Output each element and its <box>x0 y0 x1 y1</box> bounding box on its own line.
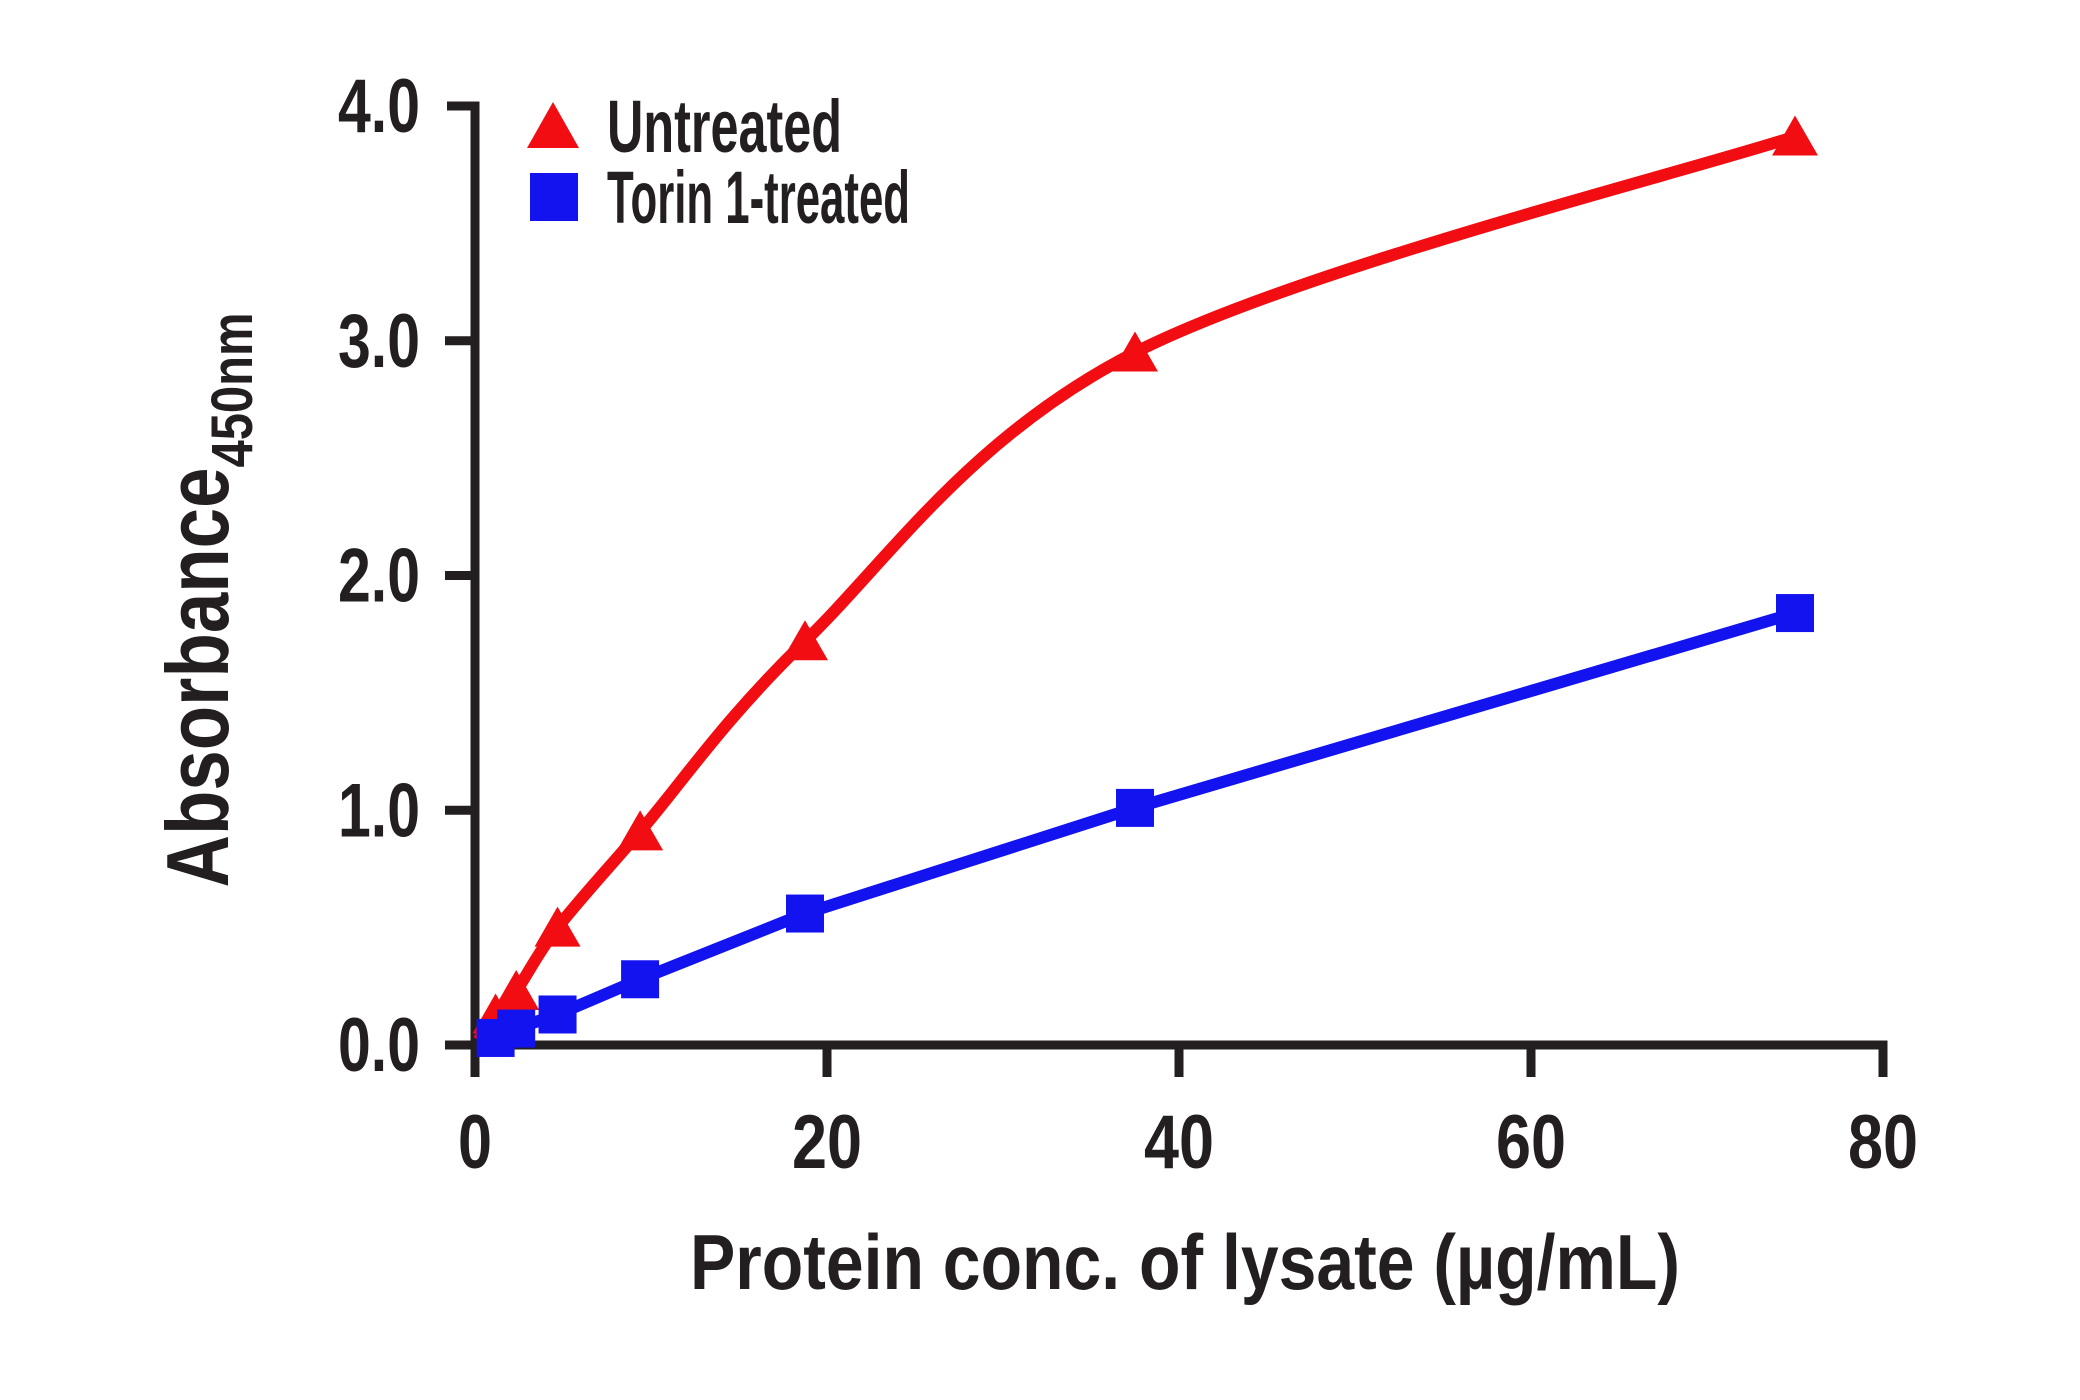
torin-1-treated-point <box>786 894 824 933</box>
y-tick-label: 2.0 <box>338 534 420 619</box>
x-tick-label: 20 <box>792 1100 862 1185</box>
y-tick-label: 1.0 <box>338 768 420 853</box>
legend-label-untreated: Untreated <box>607 85 842 168</box>
tick-labels: 0.0 1.0 2.0 3.0 4.0 0 20 40 60 80 <box>338 64 1918 1185</box>
y-axis-line <box>447 101 480 1077</box>
y-axis-title: Absorbance450nm <box>148 313 265 888</box>
x-axis-title: Protein conc. of lysate (µg/mL) <box>690 1218 1680 1306</box>
axes <box>445 101 1888 1077</box>
untreated-point <box>534 906 581 947</box>
untreated-point <box>493 970 540 1011</box>
untreated-curve <box>473 130 1797 1044</box>
torin-1-treated-point <box>1776 594 1814 633</box>
data-series <box>472 115 1818 1057</box>
torin-square-icon <box>530 173 578 221</box>
torin-1-treated-point <box>538 995 577 1034</box>
x-tick-label: 60 <box>1496 1100 1566 1185</box>
untreated-point <box>782 620 828 661</box>
legend: Untreated Torin 1-treated <box>527 85 910 239</box>
torin-1-treated-point <box>497 1009 536 1048</box>
torin-1-treated-point <box>621 960 660 999</box>
torin-1-treated-point <box>1116 788 1154 827</box>
x-tick-label: 80 <box>1848 1100 1918 1185</box>
y-tick-label: 4.0 <box>338 64 420 149</box>
untreated-point <box>1112 331 1158 372</box>
y-tick-label: 3.0 <box>338 299 420 384</box>
untreated-point <box>617 810 664 851</box>
y-axis-title-main: Absorbance <box>148 468 247 888</box>
untreated-triangle-icon <box>527 102 579 148</box>
x-axis-line <box>445 1040 1888 1077</box>
untreated-point <box>1772 115 1818 156</box>
x-tick-label: 0 <box>458 1100 492 1185</box>
y-axis-title-subscript: 450nm <box>200 313 265 468</box>
x-tick-label: 40 <box>1144 1100 1214 1185</box>
legend-label-torin: Torin 1-treated <box>607 156 910 239</box>
y-tick-label: 0.0 <box>338 1003 420 1088</box>
